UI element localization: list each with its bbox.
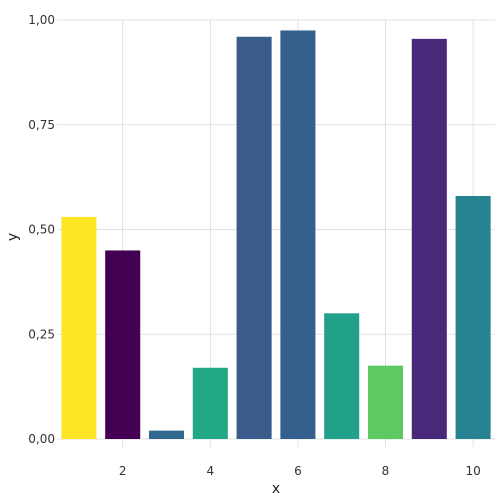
bars xyxy=(61,30,491,439)
y-tick-label: 0,75 xyxy=(28,118,55,132)
bar xyxy=(455,195,491,439)
bar xyxy=(236,36,272,439)
y-tick-label: 0,25 xyxy=(28,327,55,341)
x-tick-labels: 2 4 6 8 10 xyxy=(119,464,481,478)
y-tick-label: 0,50 xyxy=(28,223,55,237)
bar xyxy=(367,365,404,439)
y-axis-title: y xyxy=(5,233,21,241)
x-tick-label: 4 xyxy=(206,464,214,478)
bar xyxy=(324,313,360,439)
x-tick-label: 10 xyxy=(465,464,480,478)
x-tick-label: 6 xyxy=(294,464,302,478)
bar xyxy=(61,216,97,439)
x-tick-label: 2 xyxy=(119,464,127,478)
bar xyxy=(411,38,447,439)
y-tick-labels: 0,00 0,25 0,50 0,75 1,00 xyxy=(28,13,55,446)
bar xyxy=(192,367,228,439)
bar xyxy=(280,30,316,439)
x-axis-title: x xyxy=(272,481,280,497)
bar xyxy=(105,250,141,439)
y-tick-label: 0,00 xyxy=(28,432,55,446)
x-tick-label: 8 xyxy=(382,464,390,478)
y-tick-label: 1,00 xyxy=(28,13,55,27)
bar xyxy=(148,430,185,439)
